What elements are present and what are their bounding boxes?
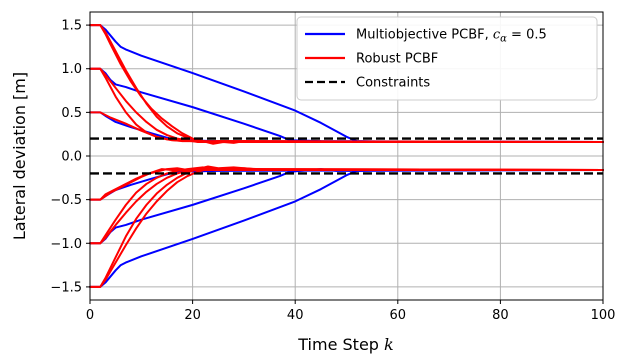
multiobjective-pcbf-trajectory bbox=[89, 67, 604, 144]
legend-label: Robust PCBF bbox=[356, 52, 438, 67]
grid bbox=[89, 12, 604, 300]
legend-label: Multiobjective PCBF, cα = 0.5 bbox=[356, 28, 547, 45]
constraint-lines bbox=[90, 137, 603, 175]
y-tick-label: −1.0 bbox=[50, 237, 82, 252]
robust-pcbf-trajectory bbox=[89, 111, 604, 144]
x-tick-label: 0 bbox=[86, 308, 94, 323]
y-tick-label: 1.5 bbox=[61, 19, 82, 34]
y-axis-label: Lateral deviation [m] bbox=[10, 72, 29, 240]
robust-pcbf-trajectory bbox=[89, 168, 604, 288]
robust-pcbf-trajectory bbox=[89, 165, 604, 288]
x-axis: 0 20 40 60 80 100 bbox=[86, 300, 616, 323]
y-axis: −1.5 −1.0 −0.5 0.0 0.5 1.0 1.5 bbox=[50, 19, 90, 295]
y-tick-label: 1.0 bbox=[61, 62, 82, 77]
x-tick-label: 40 bbox=[287, 308, 304, 323]
legend: Multiobjective PCBF, cα = 0.5 Robust PCBF… bbox=[296, 16, 598, 101]
legend-label: Constraints bbox=[356, 76, 430, 91]
x-tick-label: 100 bbox=[591, 308, 616, 323]
robust-pcbf-trajectory bbox=[89, 168, 604, 201]
y-tick-label: 0.5 bbox=[61, 106, 82, 121]
legend-box bbox=[296, 16, 598, 101]
x-tick-label: 20 bbox=[184, 308, 201, 323]
x-tick-label: 80 bbox=[492, 308, 509, 323]
x-axis-label: Time Step k bbox=[297, 335, 393, 354]
y-tick-label: −0.5 bbox=[50, 193, 82, 208]
y-tick-label: 0.0 bbox=[61, 150, 82, 165]
y-tick-label: −1.5 bbox=[50, 280, 82, 295]
x-tick-label: 60 bbox=[390, 308, 407, 323]
